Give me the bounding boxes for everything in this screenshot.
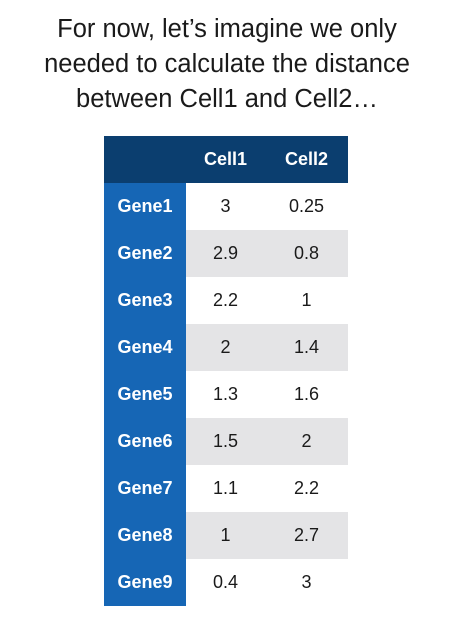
table-row: Gene2 2.9 0.8 (104, 230, 348, 277)
cell1-value: 0.4 (186, 559, 265, 606)
cell1-value: 2.2 (186, 277, 265, 324)
slide-caption: For now, let’s imagine we only needed to… (0, 12, 454, 117)
caption-line-1: For now, let’s imagine we only (57, 15, 397, 43)
table-row: Gene9 0.4 3 (104, 559, 348, 606)
row-label: Gene9 (104, 559, 186, 606)
table-corner-cell (104, 136, 186, 183)
cell2-value: 0.25 (265, 183, 348, 230)
cell1-value: 1 (186, 512, 265, 559)
row-label: Gene8 (104, 512, 186, 559)
caption-line-3: between Cell1 and Cell2… (76, 85, 378, 113)
gene-expression-table: Cell1 Cell2 Gene1 3 0.25 Gene2 2.9 0.8 G… (104, 136, 348, 606)
cell1-value: 1.3 (186, 371, 265, 418)
cell2-value: 2.7 (265, 512, 348, 559)
cell2-value: 0.8 (265, 230, 348, 277)
caption-line-2: needed to calculate the distance (44, 50, 410, 78)
table-row: Gene4 2 1.4 (104, 324, 348, 371)
cell1-value: 1.5 (186, 418, 265, 465)
row-label: Gene5 (104, 371, 186, 418)
cell2-value: 1.4 (265, 324, 348, 371)
table-row: Gene3 2.2 1 (104, 277, 348, 324)
cell1-value: 3 (186, 183, 265, 230)
table-row: Gene1 3 0.25 (104, 183, 348, 230)
table-row: Gene6 1.5 2 (104, 418, 348, 465)
table-header-row: Cell1 Cell2 (104, 136, 348, 183)
cell2-value: 1.6 (265, 371, 348, 418)
table-row: Gene5 1.3 1.6 (104, 371, 348, 418)
row-label: Gene7 (104, 465, 186, 512)
table-row: Gene7 1.1 2.2 (104, 465, 348, 512)
row-label: Gene3 (104, 277, 186, 324)
cell2-value: 2 (265, 418, 348, 465)
cell2-value: 3 (265, 559, 348, 606)
row-label: Gene4 (104, 324, 186, 371)
column-header-cell1: Cell1 (186, 136, 265, 183)
row-label: Gene1 (104, 183, 186, 230)
cell2-value: 1 (265, 277, 348, 324)
cell1-value: 1.1 (186, 465, 265, 512)
cell2-value: 2.2 (265, 465, 348, 512)
row-label: Gene2 (104, 230, 186, 277)
cell1-value: 2.9 (186, 230, 265, 277)
cell1-value: 2 (186, 324, 265, 371)
table-row: Gene8 1 2.7 (104, 512, 348, 559)
row-label: Gene6 (104, 418, 186, 465)
column-header-cell2: Cell2 (265, 136, 348, 183)
